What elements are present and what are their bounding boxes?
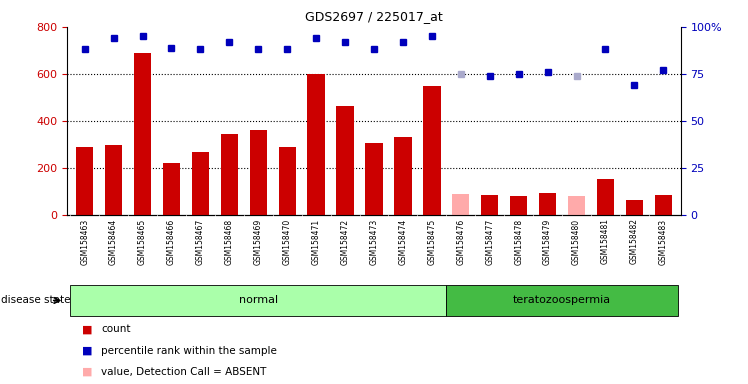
Bar (626, 200, 643, 215)
Text: GSM158474: GSM158474 (399, 218, 408, 265)
Text: ■: ■ (82, 346, 93, 356)
Text: GSM158479: GSM158479 (543, 218, 552, 265)
Bar (597, 179, 614, 215)
Text: count: count (101, 324, 130, 334)
Text: value, Detection Call = ABSENT: value, Detection Call = ABSENT (101, 367, 266, 377)
Text: teratozoospermia: teratozoospermia (513, 295, 611, 306)
Text: GSM158466: GSM158466 (167, 218, 176, 265)
Bar (394, 137, 411, 215)
Bar (221, 134, 238, 215)
Text: percentile rank within the sample: percentile rank within the sample (101, 346, 277, 356)
Text: GDS2697 / 225017_at: GDS2697 / 225017_at (305, 10, 443, 23)
Text: normal: normal (239, 295, 278, 306)
Text: ■: ■ (82, 367, 93, 377)
Text: GSM158476: GSM158476 (456, 218, 465, 265)
Bar (654, 195, 672, 215)
Text: disease state: disease state (1, 295, 71, 306)
Text: GSM158482: GSM158482 (630, 218, 639, 265)
Text: GSM158481: GSM158481 (601, 218, 610, 265)
Bar (76, 147, 94, 215)
Bar (163, 163, 180, 215)
Text: GSM158475: GSM158475 (427, 218, 436, 265)
Bar (510, 196, 527, 215)
Bar (134, 53, 151, 215)
Text: GSM158471: GSM158471 (312, 218, 321, 265)
Bar (481, 195, 498, 215)
Bar (191, 152, 209, 215)
Text: GSM158467: GSM158467 (196, 218, 205, 265)
Bar (70, 285, 447, 316)
Text: GSM158463: GSM158463 (80, 218, 89, 265)
Text: ■: ■ (82, 324, 93, 334)
Bar (539, 193, 557, 215)
Bar (250, 131, 267, 215)
Bar (365, 143, 383, 215)
Text: GSM158478: GSM158478 (514, 218, 523, 265)
Text: GSM158472: GSM158472 (340, 218, 349, 265)
Text: GSM158483: GSM158483 (659, 218, 668, 265)
Text: GSM158473: GSM158473 (370, 218, 378, 265)
Bar (307, 74, 325, 215)
Bar (568, 196, 585, 215)
Text: GSM158480: GSM158480 (572, 218, 581, 265)
Text: GSM158477: GSM158477 (485, 218, 494, 265)
Bar (423, 86, 441, 215)
Bar (452, 194, 470, 215)
Text: GSM158465: GSM158465 (138, 218, 147, 265)
Text: GSM158469: GSM158469 (254, 218, 263, 265)
Bar (105, 145, 122, 215)
Text: GSM158468: GSM158468 (225, 218, 234, 265)
Text: GSM158470: GSM158470 (283, 218, 292, 265)
Bar (337, 106, 354, 215)
Text: GSM158464: GSM158464 (109, 218, 118, 265)
Bar (447, 285, 678, 316)
Bar (278, 147, 296, 215)
